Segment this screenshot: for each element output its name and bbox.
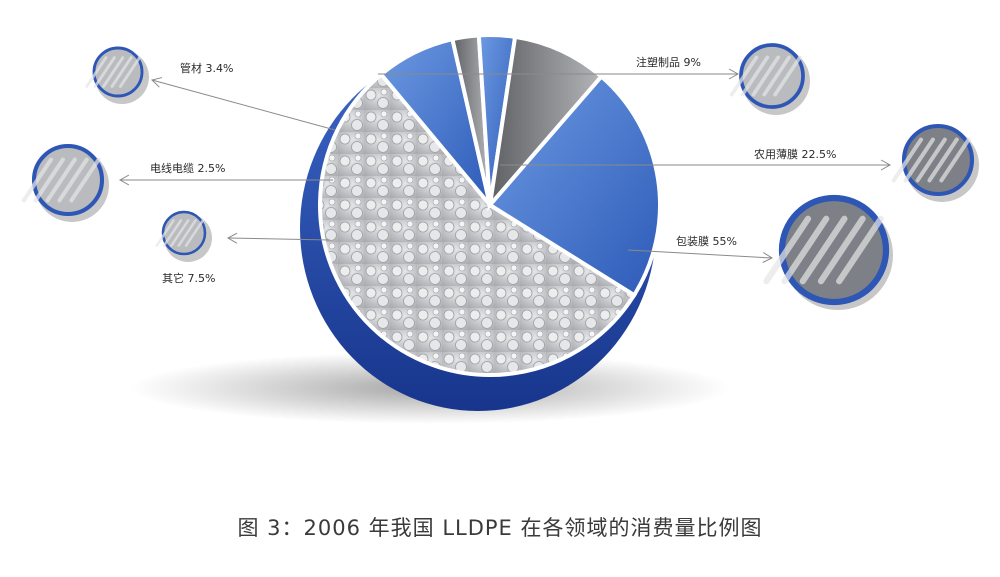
leader-line-3 <box>151 79 336 131</box>
product-thumbnail-1 <box>155 210 212 262</box>
leader-arrow-1 <box>226 232 238 244</box>
product-thumbnail-3 <box>85 46 149 104</box>
product-thumbnail-5 <box>891 123 979 202</box>
slice-label-1: 其它 7.5% <box>162 271 215 285</box>
leader-line-0 <box>627 249 773 259</box>
slice-label-0: 包装膜 55% <box>676 235 737 248</box>
leader-arrow-2 <box>118 174 130 186</box>
pie-slice-0 <box>318 71 637 377</box>
slice-label-3: 管材 3.4% <box>180 61 233 75</box>
product-thumbnail-4 <box>729 43 810 115</box>
slice-label-4: 注塑制品 9% <box>636 55 701 69</box>
leader-arrow-5 <box>880 159 892 171</box>
leader-arrow-0 <box>762 252 774 263</box>
slice-label-2: 电线电缆 2.5% <box>150 161 225 175</box>
leader-line-1 <box>227 237 331 241</box>
slice-label-5: 农用薄膜 22.5% <box>754 147 836 161</box>
product-thumbnail-0 <box>763 194 893 310</box>
pie-slice-5 <box>486 73 662 298</box>
leader-arrow-3 <box>151 77 163 88</box>
chart-caption: 图 3：2006 年我国 LLDPE 在各领域的消费量比例图 <box>237 516 763 540</box>
leader-arrow-4 <box>728 68 740 80</box>
product-thumbnail-2 <box>21 143 109 222</box>
